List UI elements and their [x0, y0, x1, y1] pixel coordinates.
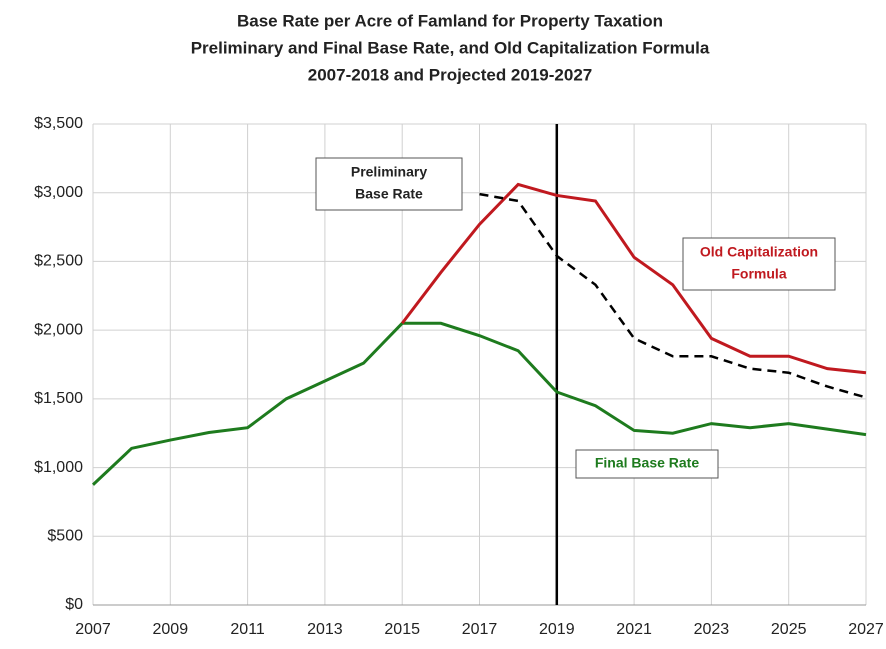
- x-tick-label: 2007: [75, 621, 111, 638]
- annotation-box: [575, 449, 719, 479]
- x-tick-label: 2023: [694, 621, 730, 638]
- series-label: Preliminary: [351, 164, 427, 180]
- y-tick-label: $3,000: [34, 184, 83, 201]
- series-label: Final Base Rate: [595, 455, 699, 471]
- x-tick-label: 2019: [539, 621, 575, 638]
- y-tick-label: $1,000: [34, 459, 83, 476]
- y-tick-label: $500: [47, 528, 83, 545]
- x-tick-label: 2015: [384, 621, 420, 638]
- x-tick-label: 2009: [153, 621, 189, 638]
- chart-title: Preliminary and Final Base Rate, and Old…: [191, 38, 710, 57]
- annotation-box: [682, 237, 836, 291]
- x-tick-label: 2025: [771, 621, 807, 638]
- x-tick-label: 2013: [307, 621, 343, 638]
- y-tick-label: $3,500: [34, 115, 83, 132]
- x-tick-label: 2017: [462, 621, 498, 638]
- series-line: [401, 182, 867, 375]
- y-tick-label: $2,000: [34, 321, 83, 338]
- y-tick-label: $1,500: [34, 390, 83, 407]
- y-tick-label: $0: [65, 596, 83, 613]
- series-line: [479, 192, 867, 399]
- x-tick-label: 2021: [616, 621, 652, 638]
- annotation-box: [315, 157, 463, 211]
- chart-title: Base Rate per Acre of Famland for Proper…: [237, 11, 663, 30]
- series-label: Formula: [731, 266, 786, 282]
- series-line: [91, 321, 867, 486]
- series-label: Old Capitalization: [700, 244, 818, 260]
- x-tick-label: 2011: [230, 621, 265, 638]
- y-tick-label: $2,500: [34, 253, 83, 270]
- chart-title: 2007-2018 and Projected 2019-2027: [308, 65, 592, 84]
- series-label: Base Rate: [355, 186, 423, 202]
- x-tick-label: 2027: [848, 621, 884, 638]
